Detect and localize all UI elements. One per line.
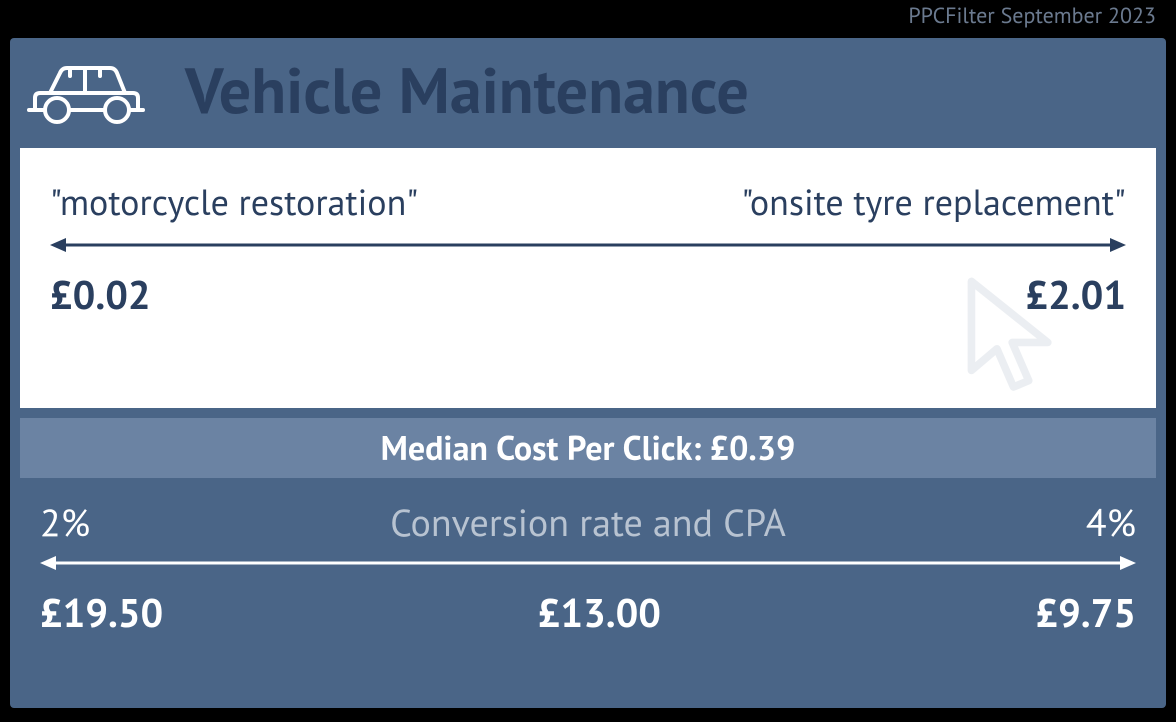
infographic-card: Vehicle Maintenance "motorcycle restorat… <box>10 38 1166 708</box>
cursor-icon <box>951 275 1081 420</box>
median-cpc-label: Median Cost Per Click: £0.39 <box>381 426 796 470</box>
conversion-range-arrow <box>40 553 1136 573</box>
page-title: Vehicle Maintenance <box>185 48 749 131</box>
cpc-right-keyword: "onsite tyre replacement" <box>741 178 1126 225</box>
conversion-label: Conversion rate and CPA <box>390 498 786 547</box>
conversion-rate-left: 2% <box>40 498 90 547</box>
cpc-range-panel: "motorcycle restoration" "onsite tyre re… <box>20 148 1156 408</box>
cpc-range-arrow <box>50 235 1126 255</box>
conversion-rate-right: 4% <box>1086 498 1136 547</box>
cpa-mid: £13.00 <box>538 587 661 639</box>
car-icon <box>10 38 160 148</box>
median-cpc-bar: Median Cost Per Click: £0.39 <box>20 418 1156 478</box>
cpc-left-keyword: "motorcycle restoration" <box>50 178 418 225</box>
cpc-left-price: £0.02 <box>50 269 151 321</box>
attribution-text: PPCFilter September 2023 <box>908 2 1156 30</box>
conversion-section: 2% Conversion rate and CPA 4% £19.50 £13… <box>20 498 1156 639</box>
cpa-left: £19.50 <box>40 587 163 639</box>
cpa-right: £9.75 <box>1035 587 1136 639</box>
